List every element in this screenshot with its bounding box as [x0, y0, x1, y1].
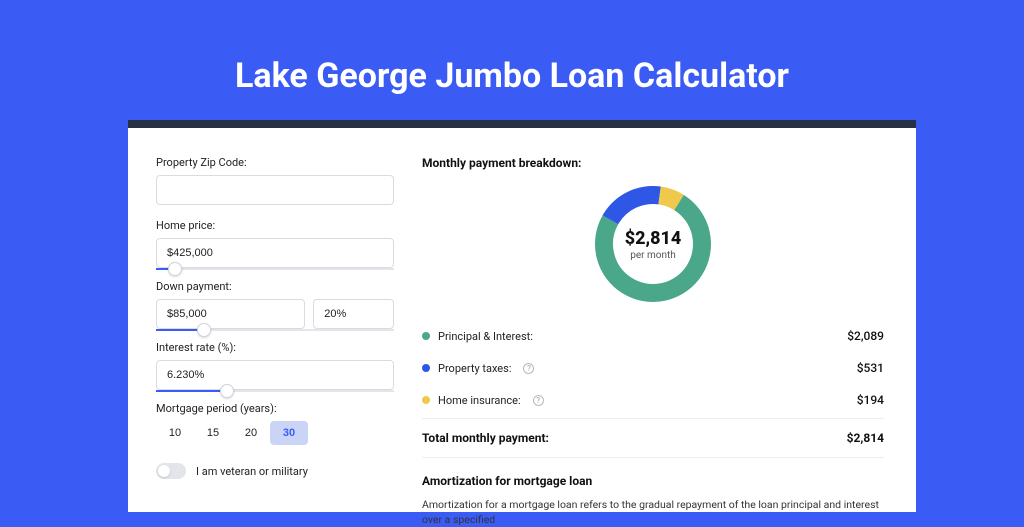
home-price-label: Home price: [156, 219, 394, 232]
interest-label: Interest rate (%): [156, 341, 394, 354]
legend-label-0: Principal & Interest: [438, 330, 533, 343]
home-price-slider[interactable] [156, 268, 394, 270]
amortization-title: Amortization for mortgage loan [422, 457, 884, 488]
legend-dot-2 [422, 396, 430, 404]
interest-field: Interest rate (%): [156, 341, 394, 392]
down-payment-amount-input[interactable] [156, 299, 305, 329]
home-price-slider-thumb[interactable] [168, 262, 182, 276]
legend-row-1: Property taxes:? $531 [422, 352, 884, 384]
separator [422, 418, 884, 419]
legend-row-0: Principal & Interest: $2,089 [422, 320, 884, 352]
donut-chart: $2,814 per month [589, 180, 717, 308]
home-price-field: Home price: [156, 219, 394, 270]
donut-value: $2,814 [625, 228, 682, 249]
form-panel: Property Zip Code: Home price: Down paym… [156, 156, 394, 512]
legend: Principal & Interest: $2,089 Property taxe… [422, 320, 884, 416]
down-payment-label: Down payment: [156, 280, 394, 293]
interest-input[interactable] [156, 360, 394, 390]
legend-dot-0 [422, 332, 430, 340]
donut-center: $2,814 per month [589, 180, 717, 308]
legend-label-1: Property taxes: [438, 362, 511, 375]
period-field: Mortgage period (years): 10152030 [156, 402, 394, 445]
total-label: Total monthly payment: [422, 431, 549, 445]
period-button-20[interactable]: 20 [232, 421, 270, 445]
total-value: $2,814 [847, 431, 884, 445]
info-icon[interactable]: ? [523, 363, 534, 374]
period-label: Mortgage period (years): [156, 402, 394, 415]
home-price-input[interactable] [156, 238, 394, 268]
info-icon[interactable]: ? [533, 395, 544, 406]
legend-value-0: $2,089 [847, 329, 884, 343]
card-shadow: Property Zip Code: Home price: Down paym… [128, 120, 916, 512]
down-payment-field: Down payment: [156, 280, 394, 331]
total-row: Total monthly payment: $2,814 [422, 421, 884, 457]
veteran-label: I am veteran or military [196, 465, 308, 478]
interest-slider[interactable] [156, 390, 394, 392]
donut-container: $2,814 per month [422, 176, 884, 320]
calculator-card: Property Zip Code: Home price: Down paym… [128, 128, 916, 512]
legend-row-2: Home insurance:? $194 [422, 384, 884, 416]
zip-field: Property Zip Code: [156, 156, 394, 205]
veteran-toggle-knob [158, 465, 170, 477]
veteran-toggle[interactable] [156, 463, 186, 479]
breakdown-panel: Monthly payment breakdown: $2,814 per mo… [422, 156, 884, 512]
legend-label-2: Home insurance: [438, 394, 521, 407]
down-payment-slider-thumb[interactable] [197, 323, 211, 337]
interest-slider-thumb[interactable] [220, 384, 234, 398]
period-button-30[interactable]: 30 [270, 421, 308, 445]
legend-value-1: $531 [857, 361, 884, 375]
breakdown-title: Monthly payment breakdown: [422, 156, 884, 170]
legend-value-2: $194 [857, 393, 884, 407]
down-payment-percent-input[interactable] [313, 299, 394, 329]
down-payment-slider[interactable] [156, 329, 394, 331]
zip-label: Property Zip Code: [156, 156, 394, 169]
amortization-text: Amortization for a mortgage loan refers … [422, 498, 884, 527]
period-button-10[interactable]: 10 [156, 421, 194, 445]
legend-dot-1 [422, 364, 430, 372]
page-title: Lake George Jumbo Loan Calculator [0, 0, 1024, 124]
veteran-row: I am veteran or military [156, 463, 394, 479]
donut-subtitle: per month [630, 250, 676, 261]
period-button-15[interactable]: 15 [194, 421, 232, 445]
zip-input[interactable] [156, 175, 394, 205]
